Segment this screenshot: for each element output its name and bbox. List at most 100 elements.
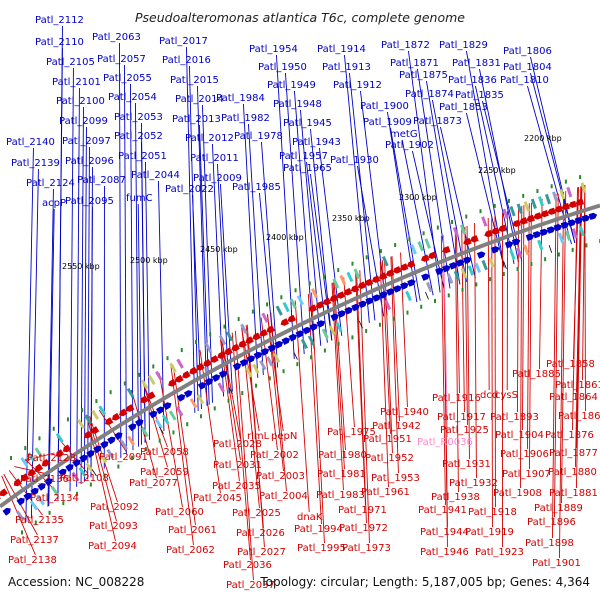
gene-label: Patl_1983 bbox=[316, 490, 365, 501]
forward-gene-arrow bbox=[581, 214, 591, 223]
forward-gene-arrow bbox=[253, 351, 263, 360]
gc-track-mark bbox=[564, 179, 567, 184]
forward-cog-block bbox=[571, 228, 578, 239]
forward-gene-arrow bbox=[16, 497, 25, 506]
gene-label: Patl_2011 bbox=[190, 153, 239, 164]
forward-gene-arrow bbox=[476, 251, 486, 259]
forward-cog-block bbox=[252, 363, 260, 374]
reverse-cog-block bbox=[552, 191, 559, 202]
forward-gene-arrow bbox=[504, 240, 514, 249]
connector-line bbox=[412, 150, 445, 291]
gc-track-mark bbox=[95, 399, 98, 404]
forward-cog-block bbox=[266, 356, 274, 367]
connector-line bbox=[202, 104, 213, 403]
connector-line bbox=[527, 203, 530, 450]
gene-label: Patl_1954 bbox=[249, 44, 298, 55]
gc-track-mark bbox=[392, 316, 395, 321]
gene-label: Patl_1896 bbox=[527, 517, 576, 528]
forward-gene-arrow bbox=[148, 410, 158, 419]
gene-label: rlmL bbox=[247, 431, 270, 442]
reverse-gene-arrow bbox=[83, 430, 93, 439]
forward-cog-block bbox=[161, 414, 170, 425]
gene-label: Patl_2014 bbox=[175, 94, 224, 105]
connector-line bbox=[231, 332, 251, 561]
connector-line bbox=[294, 90, 315, 350]
gc-track-mark bbox=[479, 209, 482, 214]
gene-label: Patl_2134 bbox=[30, 493, 79, 504]
forward-cog-block bbox=[168, 410, 177, 421]
reverse-gene-arrow bbox=[470, 235, 479, 243]
gc-track-mark bbox=[550, 184, 553, 189]
accession-text: Accession: NC_008228 bbox=[8, 575, 145, 589]
tick-label: 2300 kbp bbox=[399, 193, 437, 202]
gc-track-mark bbox=[152, 364, 155, 369]
gene-label: Patl_1938 bbox=[431, 492, 480, 503]
gene-label: Patl_2139 bbox=[11, 158, 60, 169]
reverse-gene-arrow bbox=[104, 417, 114, 426]
gc-track-mark bbox=[213, 406, 216, 411]
reverse-cog-block bbox=[544, 193, 552, 205]
gene-label: Patl_1881 bbox=[549, 488, 598, 499]
gc-track-mark bbox=[433, 299, 436, 304]
reverse-gene-arrow bbox=[420, 254, 430, 262]
gene-label: Patl_2035 bbox=[212, 481, 261, 492]
reverse-gene-arrow bbox=[196, 362, 205, 371]
connector-line bbox=[357, 165, 385, 317]
connector-line bbox=[86, 417, 116, 542]
connector-line bbox=[332, 282, 345, 470]
gene-label: Patl_1945 bbox=[283, 118, 332, 129]
connector-line bbox=[199, 124, 210, 405]
connector-line bbox=[572, 187, 578, 431]
gc-track-mark bbox=[241, 391, 244, 396]
connector-line bbox=[234, 330, 254, 581]
reverse-gene-arrow bbox=[484, 229, 493, 238]
connector-line bbox=[130, 389, 157, 479]
gene-label: Patl_1872 bbox=[381, 40, 430, 51]
forward-gene-arrow bbox=[107, 436, 116, 445]
forward-cog-block bbox=[50, 485, 59, 496]
tick-label: 2350 kbp bbox=[332, 214, 370, 223]
forward-gene-arrow bbox=[281, 337, 291, 346]
forward-cog-block bbox=[106, 448, 115, 459]
reverse-cog-block bbox=[516, 203, 523, 214]
reverse-cog-block bbox=[459, 224, 467, 235]
gene-label: metG bbox=[390, 129, 418, 140]
gene-label: Patl_1923 bbox=[475, 547, 524, 558]
connector-line bbox=[189, 65, 199, 411]
forward-cog-block bbox=[523, 244, 530, 256]
gene-label: Patl_1889 bbox=[534, 503, 583, 514]
forward-cog-block bbox=[557, 232, 565, 244]
connector-line bbox=[118, 42, 122, 458]
gene-label: Patl_1901 bbox=[532, 558, 581, 569]
forward-gene-arrow bbox=[365, 297, 374, 305]
connector-line bbox=[311, 292, 325, 544]
gene-label: Patl_1864 bbox=[549, 392, 598, 403]
forward-gene-arrow bbox=[393, 285, 402, 293]
tick-mark bbox=[228, 386, 233, 395]
gene-label: Patl_2016 bbox=[162, 55, 211, 66]
gene-label: Patl_1925 bbox=[440, 425, 489, 436]
forward-gene-arrow bbox=[86, 450, 95, 458]
forward-gene-arrow bbox=[183, 390, 193, 398]
gene-label: Patl_R0036 bbox=[417, 437, 473, 448]
gene-label: Patl_2031 bbox=[213, 460, 262, 471]
forward-gene-arrow bbox=[442, 264, 451, 273]
forward-gene-arrow bbox=[100, 440, 109, 449]
gene-label: Patl_1904 bbox=[495, 430, 544, 441]
reverse-cog-block bbox=[452, 226, 460, 238]
reverse-cog-block bbox=[332, 278, 340, 289]
reverse-cog-block bbox=[339, 274, 347, 286]
gene-label: Patl_2135 bbox=[15, 515, 64, 526]
reverse-cog-block bbox=[346, 271, 354, 283]
connector-line bbox=[474, 223, 477, 479]
connector-line bbox=[520, 205, 523, 489]
reverse-gene-arrow bbox=[533, 212, 542, 220]
gene-label: Patl_1876 bbox=[545, 430, 594, 441]
forward-cog-block bbox=[300, 338, 308, 349]
connector-line bbox=[142, 382, 168, 468]
reverse-gene-arrow bbox=[540, 209, 549, 218]
gc-track-mark bbox=[447, 293, 450, 298]
connector-line bbox=[76, 87, 80, 487]
reverse-gene-arrow bbox=[20, 473, 29, 482]
gc-track-mark bbox=[475, 282, 478, 287]
